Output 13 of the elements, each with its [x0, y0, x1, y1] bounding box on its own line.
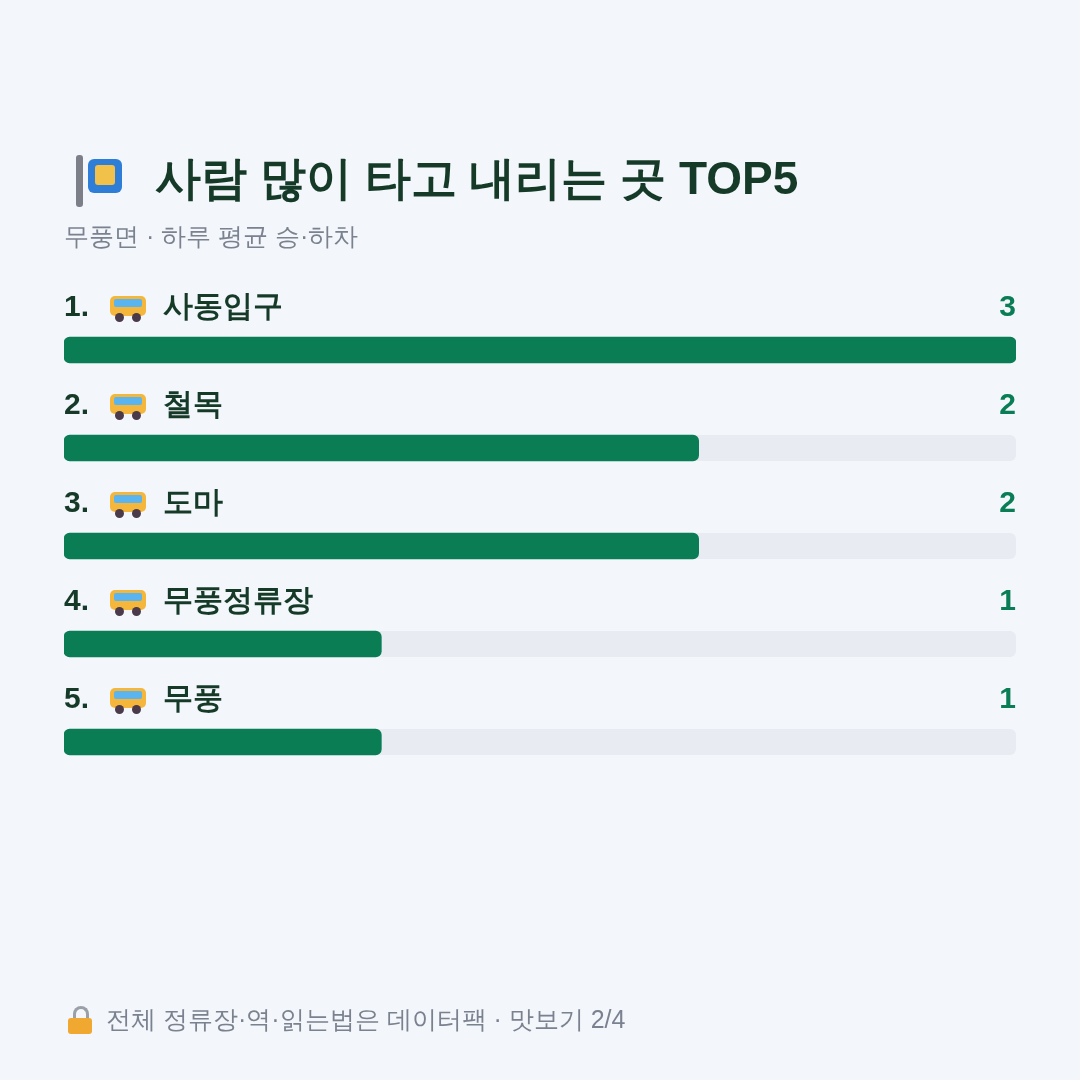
- chart-subtitle: 무풍면 · 하루 평균 승·하차: [64, 221, 359, 252]
- category-label: 4. 무풍정류장: [64, 583, 313, 617]
- category-label: 2. 철목: [64, 387, 223, 421]
- data-label: 1: [999, 583, 1016, 617]
- text: 전체 정류장·역·읽는법은 데이터팩 · 맛보기 2/4: [106, 1004, 626, 1035]
- category-label: 5. 무풍: [64, 681, 223, 715]
- data-label: 2: [999, 485, 1016, 519]
- category-label: 1. 사동입구: [64, 289, 283, 323]
- chart-title: 사람 많이 타고 내리는 곳 TOP5: [155, 151, 799, 206]
- data-label: 1: [999, 681, 1016, 715]
- data-label: 2: [999, 387, 1016, 421]
- data-label: 3: [999, 289, 1016, 323]
- category-label: 3. 도마: [64, 485, 223, 519]
